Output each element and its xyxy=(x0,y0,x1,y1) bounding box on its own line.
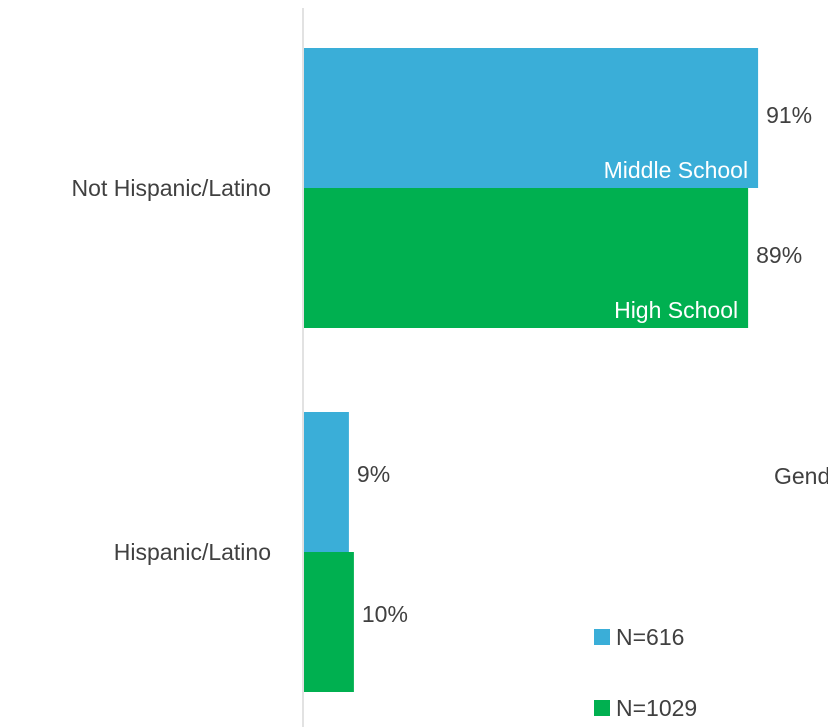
clipped-annotation-text: Gend xyxy=(774,463,828,489)
category-label: Not Hispanic/Latino xyxy=(72,175,271,201)
bar-middle-school xyxy=(304,48,759,188)
bar-middle-school xyxy=(304,412,349,552)
legend-label: N=1029 xyxy=(616,695,697,721)
legend: N=616 N=1029 xyxy=(594,624,697,721)
bar-high-school xyxy=(304,188,749,328)
legend-swatch xyxy=(594,700,610,716)
bar-high-school xyxy=(304,552,354,692)
legend-swatch xyxy=(594,629,610,645)
data-label: 9% xyxy=(357,461,390,487)
data-label: 10% xyxy=(362,601,408,627)
series-name-label: Middle School xyxy=(604,157,748,183)
series-name-label: High School xyxy=(614,297,738,323)
category-label: Hispanic/Latino xyxy=(114,539,271,565)
legend-label: N=616 xyxy=(616,624,684,650)
data-label: 89% xyxy=(756,242,802,268)
data-label: 91% xyxy=(766,102,812,128)
